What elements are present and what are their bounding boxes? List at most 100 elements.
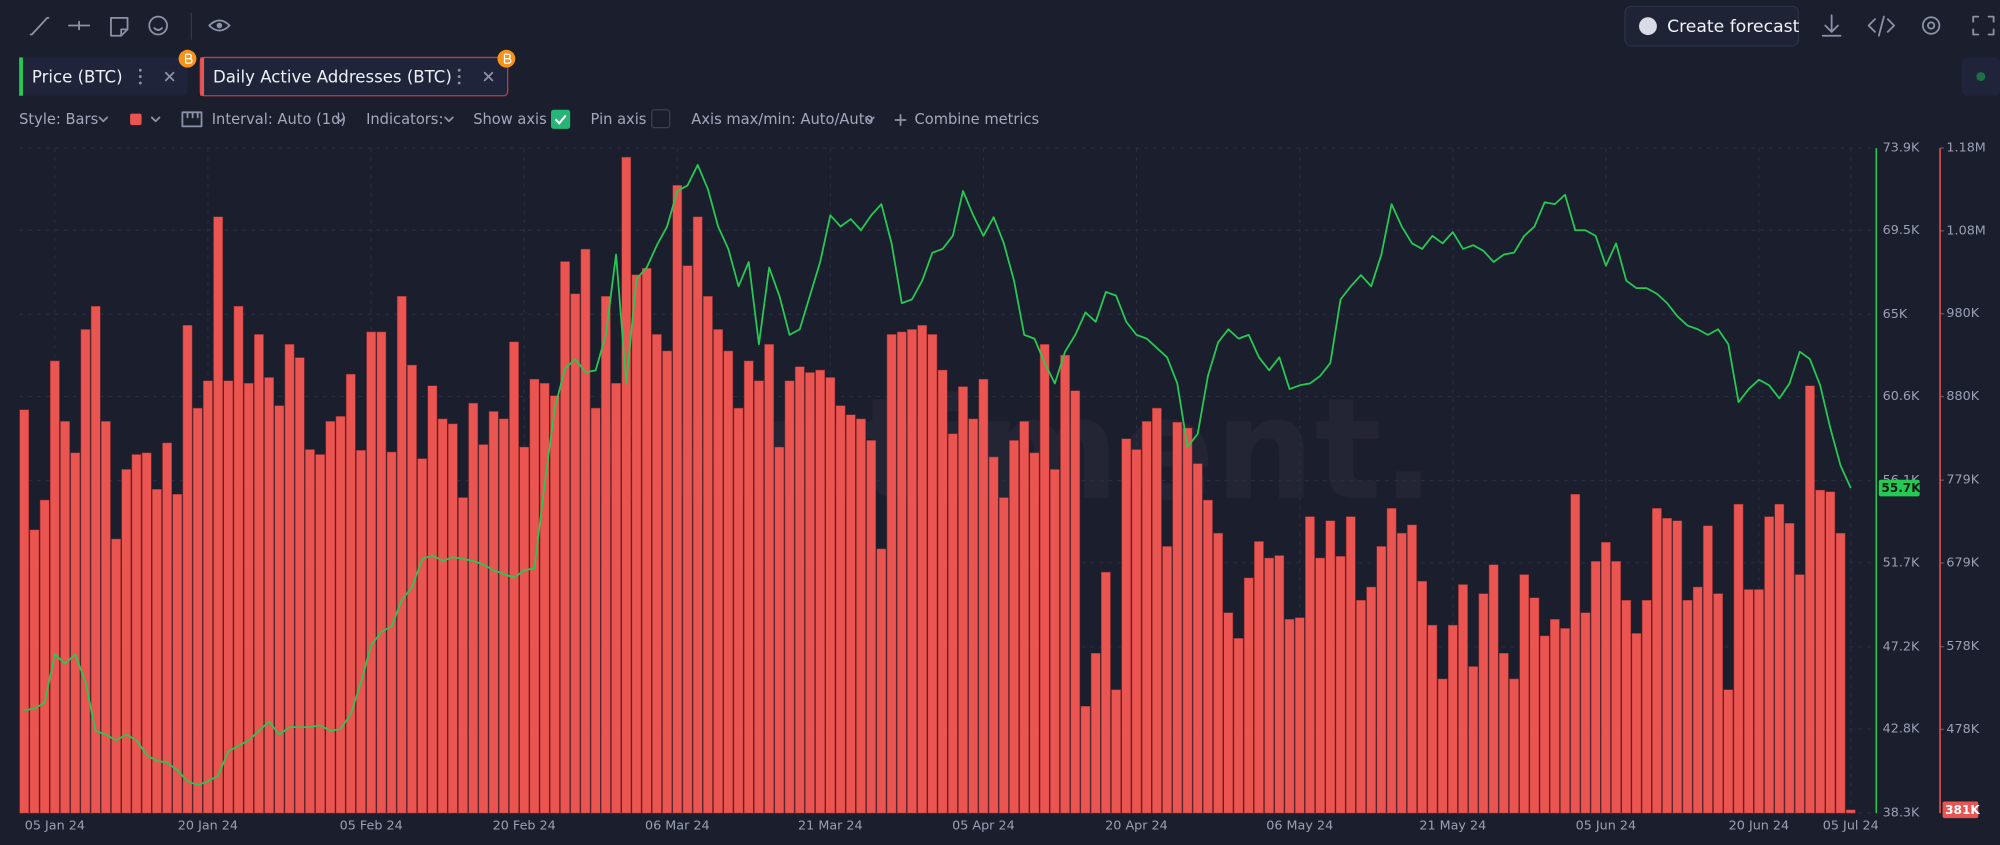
menu-dots[interactable] <box>138 75 142 78</box>
bar <box>937 369 948 814</box>
note-tool[interactable] <box>110 16 129 37</box>
bar <box>417 458 428 814</box>
bar <box>907 329 917 814</box>
bar <box>1203 499 1213 814</box>
bar <box>815 369 826 814</box>
create-forecast-button[interactable]: Create forecast <box>1624 5 1800 47</box>
bar <box>1294 617 1305 814</box>
interval-select[interactable]: Interval: Auto (1d) <box>212 111 346 128</box>
bar <box>264 377 274 814</box>
fullscreen-icon[interactable] <box>1972 15 1995 36</box>
bar <box>1550 619 1560 814</box>
interval-icon[interactable] <box>186 111 199 119</box>
show-axis-checkbox[interactable] <box>551 109 571 129</box>
menu-dots[interactable] <box>138 68 142 72</box>
bar <box>1845 809 1856 814</box>
indicators-select[interactable]: Indicators: <box>366 111 443 128</box>
chip-frame[interactable] <box>19 57 188 96</box>
bar <box>1580 612 1591 814</box>
bar <box>407 364 417 814</box>
toolbar[interactable] <box>29 12 231 40</box>
bar <box>141 452 152 814</box>
combine-metrics[interactable]: Combine metrics <box>915 111 1040 128</box>
color-picker[interactable] <box>130 113 142 126</box>
metric-chip[interactable]: Daily Active Addresses (BTC) <box>199 49 516 97</box>
bar <box>1111 689 1121 814</box>
y-tick-label: 73.9K <box>1883 141 1920 156</box>
bar <box>254 334 264 814</box>
chevron[interactable] <box>98 116 109 123</box>
embed-icon[interactable] <box>1867 15 1896 37</box>
bar <box>733 407 744 814</box>
bar <box>1519 574 1530 814</box>
button-label[interactable]: Create forecast <box>1667 17 1800 37</box>
chevron[interactable] <box>150 116 161 123</box>
bar <box>305 449 315 814</box>
pin-axis-label[interactable]: Pin axis <box>591 111 647 128</box>
x-tick-label: 06 Mar 24 <box>645 818 710 833</box>
menu-dots[interactable] <box>138 81 142 85</box>
bar <box>805 372 815 814</box>
value-tag: 55.7K <box>1878 479 1921 497</box>
visibility-toggle[interactable] <box>216 22 223 29</box>
bar <box>1335 556 1346 814</box>
y2-tick-label: 1.18M <box>1946 141 1985 156</box>
plus-icon[interactable] <box>894 113 907 126</box>
chip-color <box>19 57 23 96</box>
menu-dots[interactable] <box>457 81 461 85</box>
bar <box>723 350 734 814</box>
bar <box>1039 344 1050 814</box>
status-indicator <box>1961 57 2000 96</box>
bar <box>1182 427 1193 814</box>
settings-icon[interactable] <box>1921 16 1941 35</box>
bar <box>376 331 387 814</box>
bar <box>1784 522 1795 814</box>
button-icon[interactable] <box>1639 17 1657 36</box>
y2-tick-label: 880K <box>1946 389 1979 404</box>
pin-axis-checkbox[interactable] <box>651 109 671 129</box>
emoji-tool[interactable] <box>153 27 163 31</box>
settings-icon[interactable] <box>1927 21 1936 30</box>
remove-icon[interactable] <box>483 71 494 82</box>
x-tick-label: 06 May 24 <box>1266 818 1333 833</box>
bar <box>1050 469 1060 814</box>
bar <box>294 357 305 814</box>
y-tick-label: 65K <box>1883 307 1908 322</box>
chevron[interactable] <box>335 116 346 123</box>
chevron[interactable] <box>865 116 875 123</box>
style-select[interactable]: Style: Bars <box>19 111 98 128</box>
checkmark[interactable] <box>554 114 567 125</box>
button-frame[interactable] <box>1624 5 1800 47</box>
menu-dots[interactable] <box>457 68 461 72</box>
controls[interactable]: Style: Bars Interval: Auto (1d) Indicato… <box>19 109 1040 129</box>
bar <box>1315 557 1326 814</box>
menu-dots[interactable] <box>457 75 461 78</box>
emoji-tool[interactable] <box>148 15 168 36</box>
axis-range-select[interactable]: Axis max/min: Auto/Auto <box>691 111 873 128</box>
bar <box>488 411 499 814</box>
chevron[interactable] <box>444 116 454 123</box>
toolbar-right[interactable] <box>1821 14 1995 37</box>
bar <box>437 418 448 814</box>
show-axis-label[interactable]: Show axis <box>473 111 547 128</box>
bar <box>1060 354 1070 814</box>
bar <box>1407 524 1417 814</box>
line-tool[interactable] <box>29 16 50 36</box>
bar <box>284 344 295 814</box>
bar <box>794 366 805 814</box>
bar <box>1805 385 1815 814</box>
download-icon[interactable] <box>1821 14 1842 37</box>
bar <box>1652 508 1662 814</box>
visibility-toggle[interactable] <box>208 19 231 32</box>
x-tick-label: 20 Feb 24 <box>493 818 556 833</box>
remove-icon[interactable] <box>164 71 175 82</box>
hline-tool[interactable] <box>67 20 91 31</box>
legend-entry[interactable]: Price (BTC) <box>32 67 123 86</box>
bar <box>101 421 111 814</box>
bar <box>1274 555 1285 814</box>
y2-tick-label: 578K <box>1946 639 1979 654</box>
metric-chip[interactable]: Price (BTC) <box>19 49 197 96</box>
bar <box>152 489 162 814</box>
legend-entry[interactable]: Daily Active Addresses (BTC) <box>213 67 452 86</box>
